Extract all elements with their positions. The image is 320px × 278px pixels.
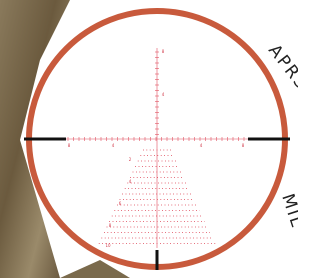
h-label: 4	[112, 143, 115, 148]
h-label: 8	[242, 143, 245, 148]
holdover-label: 2	[129, 157, 132, 162]
v-label: 4	[162, 92, 165, 97]
h-label: 4	[200, 143, 203, 148]
h-label: 8	[68, 143, 71, 148]
holdover-label: 6	[119, 201, 122, 206]
holdover-label: 10	[105, 243, 111, 248]
page: 8 4 4 8 8 4 2 4 6 8 10 APRS MIL (() => {…	[0, 0, 298, 278]
v-label: 8	[162, 49, 165, 54]
reticle-view: 8 4 4 8 8 4 2 4 6 8 10 APRS MIL	[0, 0, 298, 278]
holdover-label: 8	[109, 223, 112, 228]
holdover-label: 4	[129, 179, 132, 184]
